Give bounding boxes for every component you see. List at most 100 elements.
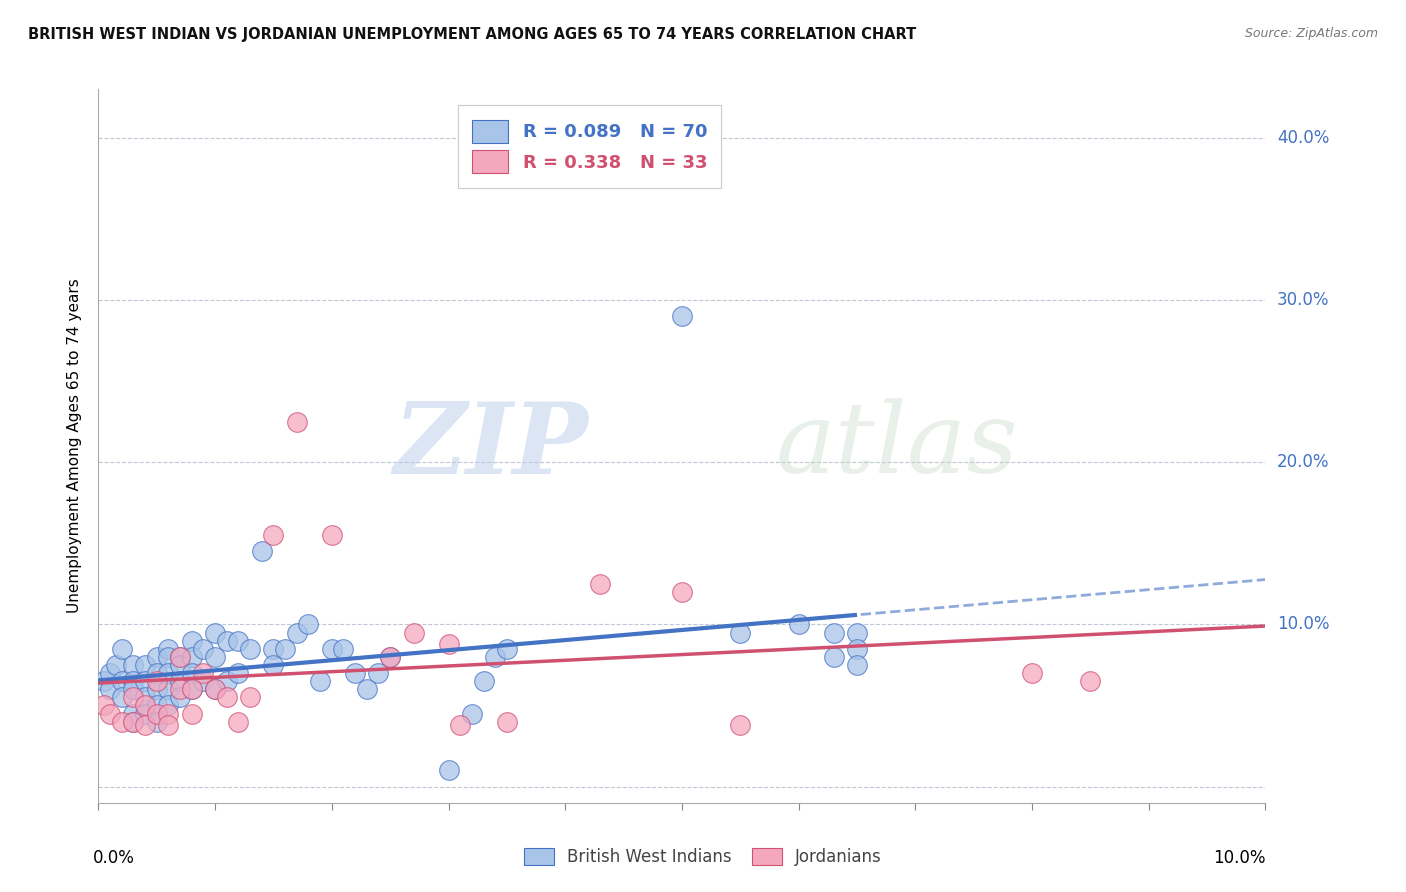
Point xyxy=(496,641,519,656)
Point xyxy=(285,415,308,429)
Point xyxy=(787,617,810,632)
Point xyxy=(380,649,402,664)
Text: 20.0%: 20.0% xyxy=(1277,453,1330,471)
Point xyxy=(332,641,354,656)
Point xyxy=(98,706,121,721)
Point xyxy=(671,585,693,599)
Point xyxy=(134,674,156,689)
Point xyxy=(169,674,191,689)
Point xyxy=(157,649,180,664)
Point xyxy=(180,706,202,721)
Point xyxy=(193,674,215,689)
Point xyxy=(589,577,612,591)
Point xyxy=(239,690,262,705)
Legend: British West Indians, Jordanians: British West Indians, Jordanians xyxy=(516,840,890,875)
Point xyxy=(146,682,169,697)
Point xyxy=(93,698,115,713)
Point xyxy=(122,714,145,729)
Point xyxy=(146,666,169,681)
Text: 30.0%: 30.0% xyxy=(1277,291,1330,309)
Point xyxy=(122,674,145,689)
Point xyxy=(169,649,191,664)
Point xyxy=(157,682,180,697)
Point xyxy=(146,706,169,721)
Point xyxy=(356,682,378,697)
Point xyxy=(204,649,226,664)
Point xyxy=(122,690,145,705)
Point xyxy=(484,649,506,664)
Point xyxy=(122,706,145,721)
Point xyxy=(823,649,845,664)
Point xyxy=(180,682,202,697)
Point xyxy=(180,633,202,648)
Point xyxy=(134,706,156,721)
Point xyxy=(262,528,284,542)
Point xyxy=(228,633,250,648)
Point xyxy=(297,617,319,632)
Point xyxy=(122,714,145,729)
Point xyxy=(215,633,238,648)
Text: Source: ZipAtlas.com: Source: ZipAtlas.com xyxy=(1244,27,1378,40)
Point xyxy=(367,666,389,681)
Point xyxy=(1021,666,1043,681)
Legend: R = 0.089   N = 70, R = 0.338   N = 33: R = 0.089 N = 70, R = 0.338 N = 33 xyxy=(457,105,721,188)
Point xyxy=(730,625,752,640)
Point xyxy=(228,666,250,681)
Point xyxy=(285,625,308,640)
Point xyxy=(262,657,284,672)
Point xyxy=(93,674,115,689)
Point xyxy=(250,544,273,558)
Point xyxy=(134,690,156,705)
Point xyxy=(122,657,145,672)
Point xyxy=(262,641,284,656)
Point xyxy=(228,714,250,729)
Point xyxy=(104,657,127,672)
Point xyxy=(1080,674,1102,689)
Point xyxy=(180,649,202,664)
Point xyxy=(157,706,180,721)
Point xyxy=(111,714,134,729)
Point xyxy=(671,310,693,324)
Point xyxy=(402,625,425,640)
Point xyxy=(496,714,519,729)
Y-axis label: Unemployment Among Ages 65 to 74 years: Unemployment Among Ages 65 to 74 years xyxy=(67,278,83,614)
Point xyxy=(344,666,367,681)
Point xyxy=(180,682,202,697)
Point xyxy=(157,666,180,681)
Point xyxy=(134,698,156,713)
Point xyxy=(122,682,145,697)
Point xyxy=(274,641,297,656)
Point xyxy=(215,674,238,689)
Point xyxy=(146,698,169,713)
Text: atlas: atlas xyxy=(775,399,1018,493)
Point xyxy=(309,674,332,689)
Point xyxy=(846,641,869,656)
Point xyxy=(146,674,169,689)
Point xyxy=(111,641,134,656)
Point xyxy=(437,637,460,651)
Point xyxy=(111,690,134,705)
Point xyxy=(193,641,215,656)
Point xyxy=(204,682,226,697)
Point xyxy=(169,682,191,697)
Point xyxy=(472,674,495,689)
Point xyxy=(180,666,202,681)
Point xyxy=(215,690,238,705)
Point xyxy=(846,657,869,672)
Point xyxy=(134,718,156,732)
Text: ZIP: ZIP xyxy=(394,398,589,494)
Point xyxy=(449,718,471,732)
Point xyxy=(157,718,180,732)
Text: 40.0%: 40.0% xyxy=(1277,128,1330,147)
Point xyxy=(823,625,845,640)
Point xyxy=(157,641,180,656)
Point xyxy=(98,666,121,681)
Point xyxy=(380,649,402,664)
Point xyxy=(437,764,460,778)
Point xyxy=(146,649,169,664)
Point xyxy=(98,682,121,697)
Text: BRITISH WEST INDIAN VS JORDANIAN UNEMPLOYMENT AMONG AGES 65 TO 74 YEARS CORRELAT: BRITISH WEST INDIAN VS JORDANIAN UNEMPLO… xyxy=(28,27,917,42)
Point xyxy=(204,682,226,697)
Point xyxy=(169,657,191,672)
Point xyxy=(730,718,752,732)
